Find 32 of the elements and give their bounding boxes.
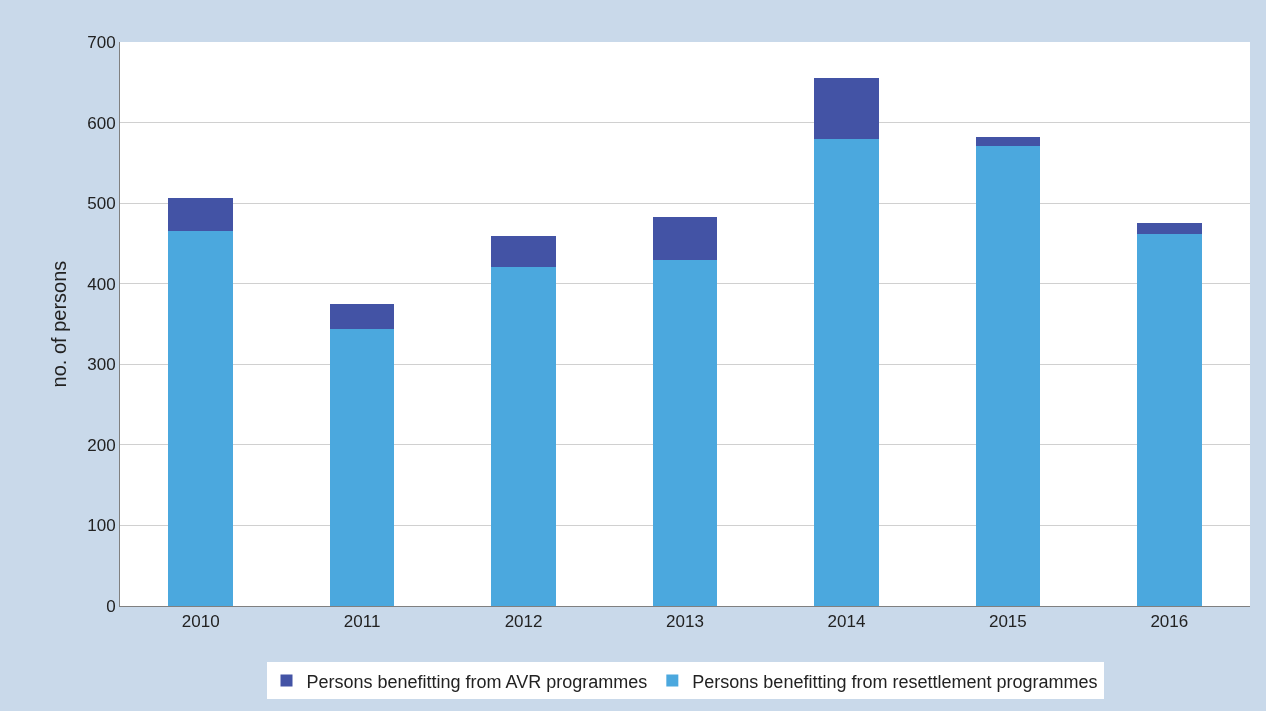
bar bbox=[491, 236, 556, 267]
bar bbox=[168, 231, 233, 606]
bar bbox=[168, 197, 233, 232]
x-tick-label: 2011 bbox=[343, 612, 381, 632]
bar bbox=[329, 303, 395, 329]
bar bbox=[652, 216, 718, 261]
y-tick-label: 500 bbox=[87, 194, 116, 214]
y-axis-title: no. of persons bbox=[47, 260, 70, 388]
y-tick-label: 700 bbox=[87, 32, 116, 52]
bar bbox=[814, 78, 879, 139]
y-tick-label: 600 bbox=[87, 113, 116, 133]
x-tick-label: 2015 bbox=[988, 612, 1027, 632]
bar bbox=[329, 328, 395, 606]
bar bbox=[1137, 223, 1202, 234]
y-tick-label: 0 bbox=[106, 596, 116, 616]
bar bbox=[652, 260, 718, 606]
legend-label: Persons benefitting from resettlement programmes bbox=[692, 671, 1098, 692]
y-tick-label: 300 bbox=[87, 355, 116, 375]
x-tick-label: 2012 bbox=[504, 612, 543, 632]
x-tick-label: 2010 bbox=[181, 612, 220, 632]
legend-label: Persons benefitting from AVR programmes bbox=[306, 671, 648, 692]
y-tick-label: 200 bbox=[87, 435, 116, 455]
x-tick-label: 2013 bbox=[666, 612, 704, 632]
x-tick-label: 2016 bbox=[1150, 612, 1189, 632]
bar bbox=[814, 138, 879, 606]
bar bbox=[491, 266, 556, 606]
y-tick-label: 100 bbox=[87, 516, 116, 536]
y-tick-label: 400 bbox=[87, 274, 116, 294]
bar bbox=[975, 137, 1041, 146]
bar bbox=[975, 145, 1041, 606]
x-tick-label: 2014 bbox=[827, 612, 866, 632]
bar bbox=[1137, 233, 1202, 606]
